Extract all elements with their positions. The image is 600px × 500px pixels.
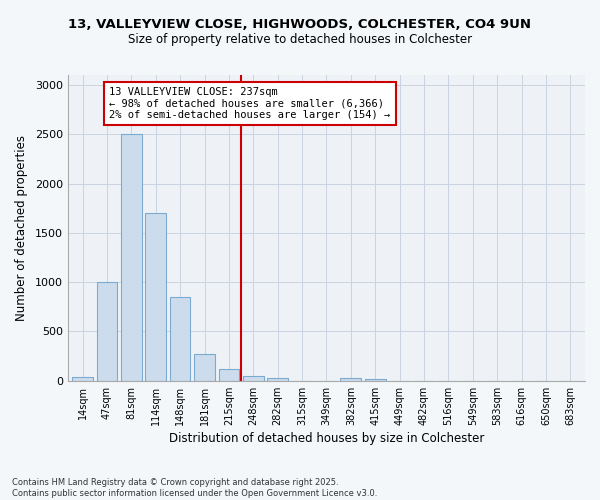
Bar <box>340 378 361 381</box>
Bar <box>243 376 263 381</box>
Bar <box>170 297 190 381</box>
X-axis label: Distribution of detached houses by size in Colchester: Distribution of detached houses by size … <box>169 432 484 445</box>
Bar <box>268 378 288 381</box>
Bar <box>365 380 386 381</box>
Text: 13 VALLEYVIEW CLOSE: 237sqm
← 98% of detached houses are smaller (6,366)
2% of s: 13 VALLEYVIEW CLOSE: 237sqm ← 98% of det… <box>109 87 391 120</box>
Y-axis label: Number of detached properties: Number of detached properties <box>15 135 28 321</box>
Bar <box>194 354 215 381</box>
Bar <box>145 213 166 381</box>
Bar <box>72 377 93 381</box>
Bar <box>97 282 118 381</box>
Text: Contains HM Land Registry data © Crown copyright and database right 2025.
Contai: Contains HM Land Registry data © Crown c… <box>12 478 377 498</box>
Text: Size of property relative to detached houses in Colchester: Size of property relative to detached ho… <box>128 32 472 46</box>
Bar <box>121 134 142 381</box>
Text: 13, VALLEYVIEW CLOSE, HIGHWOODS, COLCHESTER, CO4 9UN: 13, VALLEYVIEW CLOSE, HIGHWOODS, COLCHES… <box>68 18 532 30</box>
Bar <box>218 369 239 381</box>
